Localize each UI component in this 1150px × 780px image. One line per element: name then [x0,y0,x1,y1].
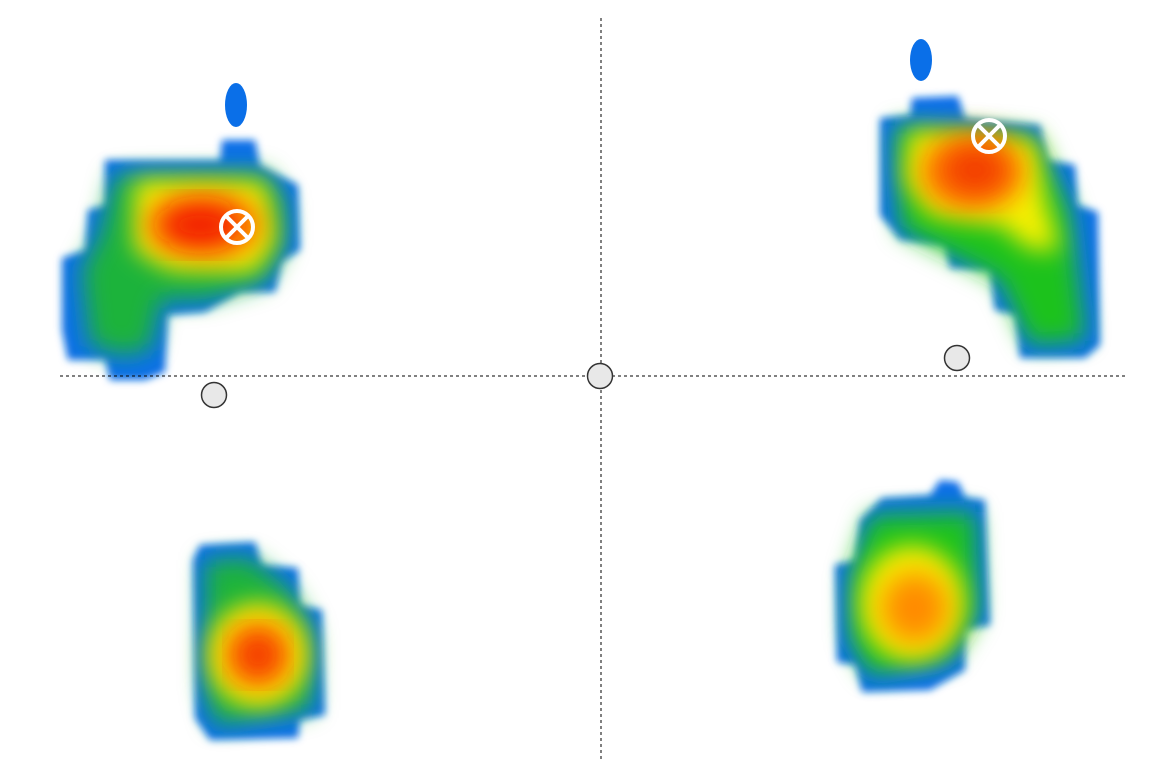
peak-marker [219,209,255,245]
heat-blob [193,542,325,740]
blob-red [238,635,278,675]
blob-red [943,146,1007,194]
peak-marker [971,118,1007,154]
blob-edge [225,83,247,127]
balance-point [200,381,228,409]
heat-blob [62,83,300,380]
center-point [586,362,614,390]
heat-blob [835,480,990,692]
blob-edge [910,39,932,81]
balance-point [943,344,971,372]
blob-red [160,205,240,245]
heat-blob [880,39,1100,358]
blob-orange [881,572,949,644]
